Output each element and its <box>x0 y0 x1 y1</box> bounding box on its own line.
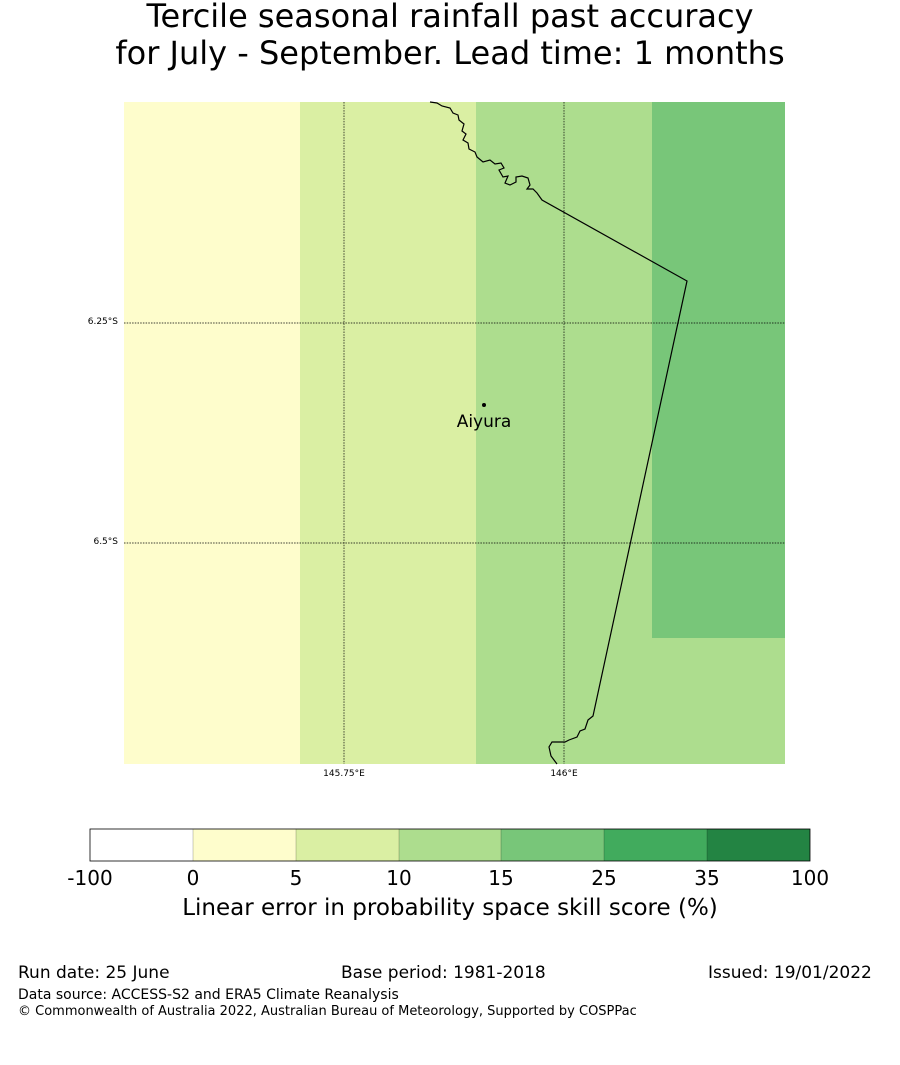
issued-date: Issued: 19/01/2022 <box>708 963 872 983</box>
data-source: Data source: ACCESS-S2 and ERA5 Climate … <box>18 987 399 1003</box>
colorbar-tick-2: 0 <box>186 866 200 890</box>
colorbar-segment-2 <box>193 829 296 861</box>
grid-cell-col4-upper <box>652 102 785 638</box>
latitude-label-2: 6.5°S <box>93 537 118 547</box>
colorbar-tick-1: -100 <box>67 866 113 890</box>
colorbar-tick-6: 25 <box>591 866 617 890</box>
base-period: Base period: 1981-2018 <box>341 963 546 983</box>
colorbar-segment-7 <box>707 829 810 861</box>
colorbar-tick-4: 10 <box>386 866 412 890</box>
colorbar-tick-5: 15 <box>488 866 514 890</box>
colorbar-segment-1 <box>90 829 193 861</box>
colorbar-outline <box>89 828 811 862</box>
latitude-label-1: 6.25°S <box>87 317 118 327</box>
colorbar-tick-7: 35 <box>694 866 720 890</box>
colorbar-segment-3 <box>296 829 399 861</box>
graticule <box>124 102 785 764</box>
aiyura-marker <box>482 403 486 407</box>
colorbar-segment-4 <box>399 829 501 861</box>
colorbar-tick-8: 100 <box>790 866 830 890</box>
colorbar-label: Linear error in probability space skill … <box>182 895 718 921</box>
run-date: Run date: 25 June <box>18 963 170 983</box>
grid-cell-col2 <box>300 102 476 764</box>
map-panel <box>124 101 785 765</box>
map-title-line-1: Tercile seasonal rainfall past accuracy <box>146 0 754 35</box>
place-label-aiyura: Aiyura <box>456 412 512 432</box>
grid-cell-col1 <box>124 102 300 764</box>
colorbar-segment-6 <box>604 829 707 861</box>
colorbar-segment-5 <box>501 829 604 861</box>
copyright-notice: © Commonwealth of Australia 2022, Austra… <box>18 1004 637 1019</box>
map-title-line-2: for July - September. Lead time: 1 month… <box>115 34 785 72</box>
longitude-label-2: 146°E <box>550 769 578 779</box>
longitude-label-1: 145.75°E <box>323 769 365 779</box>
grid-cell-col4-lower <box>652 638 785 764</box>
province-boundary <box>429 101 688 765</box>
colorbar-tick-3: 5 <box>289 866 303 890</box>
